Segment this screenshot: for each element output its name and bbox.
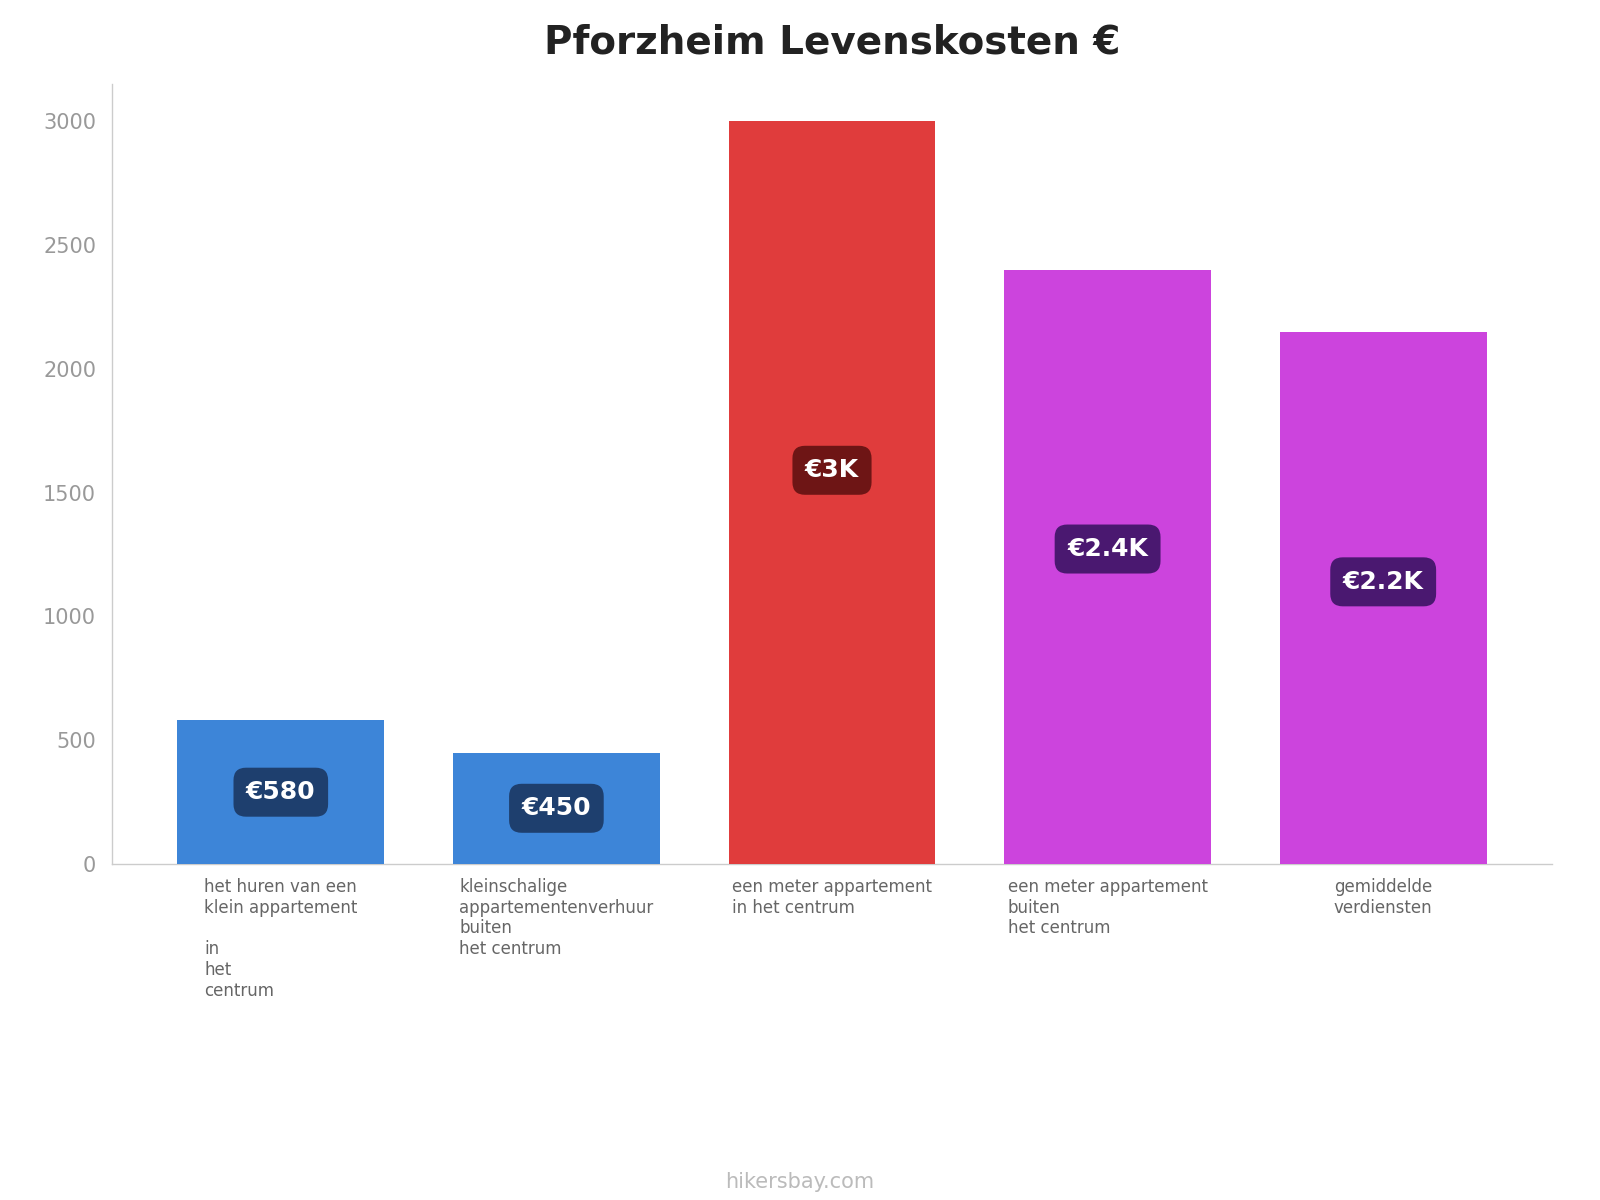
Text: €2.2K: €2.2K xyxy=(1342,570,1424,594)
Bar xyxy=(453,752,659,864)
Title: Pforzheim Levenskosten €: Pforzheim Levenskosten € xyxy=(544,24,1120,61)
Text: €580: €580 xyxy=(246,780,315,804)
Text: €2.4K: €2.4K xyxy=(1067,538,1149,562)
Bar xyxy=(1005,270,1211,864)
Text: €450: €450 xyxy=(522,797,592,821)
Text: hikersbay.com: hikersbay.com xyxy=(725,1172,875,1192)
Bar xyxy=(178,720,384,864)
Bar xyxy=(1280,331,1486,864)
Bar xyxy=(728,121,936,864)
Text: €3K: €3K xyxy=(805,458,859,482)
